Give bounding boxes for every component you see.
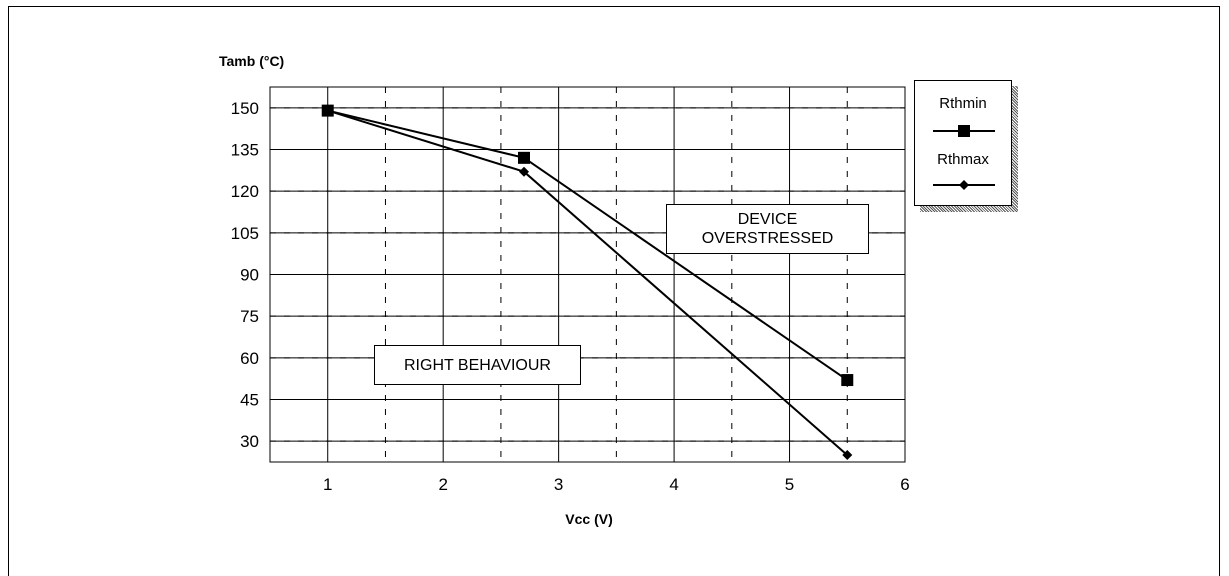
y-tick-label: 30 bbox=[240, 432, 259, 451]
data-point-rthmax bbox=[842, 450, 853, 461]
series-line-rthmax bbox=[327, 109, 848, 456]
legend-label-rthmin: Rthmin bbox=[939, 95, 987, 112]
y-tick-label: 75 bbox=[240, 307, 259, 326]
annotation-line: DEVICE bbox=[737, 211, 798, 228]
y-tick-label: 150 bbox=[231, 99, 259, 118]
annotation-device-overstressed: DEVICE OVERSTRESSED bbox=[666, 204, 869, 254]
y-axis-label: Tamb (°C) bbox=[219, 53, 284, 69]
annotation-right-behaviour: RIGHT BEHAVIOUR bbox=[374, 345, 581, 385]
x-tick-label: 5 bbox=[785, 475, 794, 494]
y-tick-label: 90 bbox=[240, 266, 259, 285]
legend-swatches bbox=[933, 125, 995, 190]
figure-frame bbox=[8, 6, 1220, 576]
x-axis-label: Vcc (V) bbox=[565, 511, 612, 527]
series-group bbox=[321, 104, 854, 461]
data-point-rthmin bbox=[518, 151, 530, 164]
y-tick-label: 45 bbox=[240, 391, 259, 410]
x-tick-label: 3 bbox=[554, 475, 563, 494]
annotation-line: RIGHT BEHAVIOUR bbox=[404, 357, 551, 374]
data-point-rthmin bbox=[841, 374, 854, 387]
grid bbox=[269, 86, 906, 463]
y-tick-label: 135 bbox=[231, 141, 259, 160]
legend-label-rthmax: Rthmax bbox=[937, 151, 989, 168]
y-tick-label: 120 bbox=[231, 182, 259, 201]
x-tick-label: 1 bbox=[323, 475, 332, 494]
plot-area-border bbox=[269, 86, 906, 463]
annotation-line: OVERSTRESSED bbox=[701, 230, 834, 247]
x-tick-label: 2 bbox=[438, 475, 447, 494]
y-tick-label: 60 bbox=[240, 349, 259, 368]
data-point-rthmax bbox=[519, 166, 529, 177]
y-tick-label: 105 bbox=[231, 224, 259, 243]
legend-marker-square bbox=[958, 125, 970, 137]
legend: Rthmin Rthmax bbox=[914, 80, 1012, 206]
x-tick-label: 6 bbox=[900, 475, 909, 494]
x-tick-label: 4 bbox=[669, 475, 678, 494]
legend-marker-diamond bbox=[959, 180, 969, 190]
data-point-rthmax bbox=[322, 105, 333, 116]
